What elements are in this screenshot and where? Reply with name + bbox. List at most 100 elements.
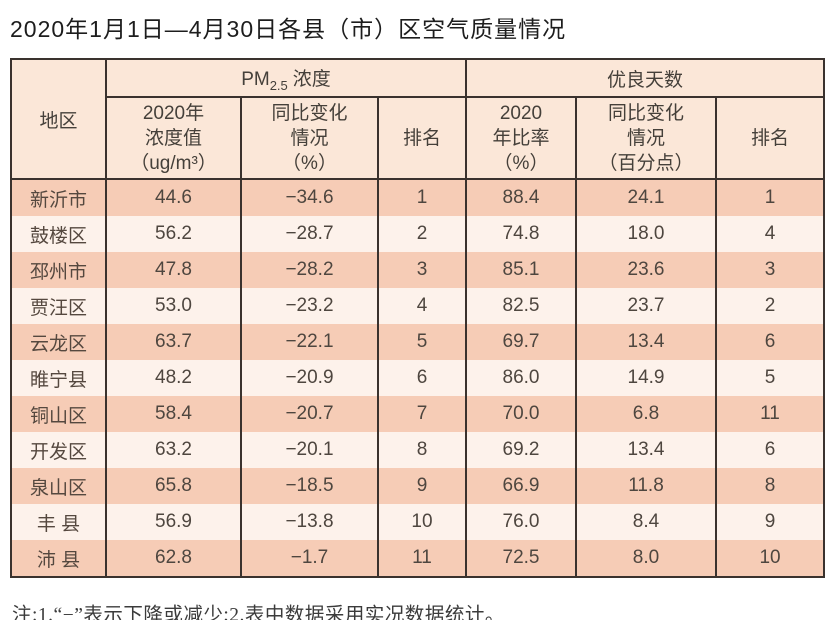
header-good-change: 同比变化 情况 （百分点）: [575, 97, 717, 180]
cell-pm-change: −1.7: [240, 540, 379, 577]
cell-pm-change: −20.1: [240, 432, 379, 468]
cell-good-rank: 5: [714, 360, 825, 396]
table-row: 开发区 63.2 −20.1 8 69.2 13.4 6: [10, 432, 825, 468]
table-row: 新沂市 44.6 −34.6 1 88.4 24.1 1: [10, 179, 825, 216]
cell-pm-rank: 7: [377, 396, 467, 432]
cell-pm-rank: 11: [377, 540, 467, 577]
cell-good-ratio: 86.0: [465, 360, 577, 396]
header-pm25-group: PM2.5 浓度: [105, 59, 467, 98]
cell-region: 丰 县: [10, 504, 107, 540]
cell-region: 开发区: [10, 432, 107, 468]
cell-pm-rank: 1: [377, 179, 467, 216]
cell-pm-value: 63.2: [105, 432, 242, 468]
table-row: 云龙区 63.7 −22.1 5 69.7 13.4 6: [10, 324, 825, 360]
cell-good-change: 13.4: [575, 324, 717, 360]
header-pm-value: 2020年 浓度值 （ug/m³）: [105, 97, 242, 180]
cell-good-rank: 11: [714, 396, 825, 432]
cell-good-rank: 10: [714, 540, 825, 577]
cell-good-rank: 6: [714, 432, 825, 468]
cell-pm-value: 53.0: [105, 288, 242, 324]
cell-pm-value: 58.4: [105, 396, 242, 432]
cell-pm-change: −18.5: [240, 468, 379, 504]
table-row: 泉山区 65.8 −18.5 9 66.9 11.8 8: [10, 468, 825, 504]
header-sub-row: 2020年 浓度值 （ug/m³） 同比变化 情况 （%） 排名 2020 年比…: [11, 97, 825, 180]
cell-region: 铜山区: [10, 396, 107, 432]
cell-good-ratio: 88.4: [465, 179, 577, 216]
cell-pm-change: −20.9: [240, 360, 379, 396]
cell-pm-value: 65.8: [105, 468, 242, 504]
cell-pm-change: −28.2: [240, 252, 379, 288]
cell-good-rank: 2: [714, 288, 825, 324]
header-region: 地区: [10, 59, 107, 180]
cell-pm-value: 62.8: [105, 540, 242, 577]
table-row: 丰 县 56.9 −13.8 10 76.0 8.4 9: [10, 504, 825, 540]
cell-region: 睢宁县: [10, 360, 107, 396]
air-quality-table: 地区 PM2.5 浓度 优良天数 2020年 浓度值 （ug/m³） 同比变化 情…: [10, 58, 825, 578]
cell-good-rank: 6: [714, 324, 825, 360]
table-row: 邳州市 47.8 −28.2 3 85.1 23.6 3: [10, 252, 825, 288]
cell-pm-value: 56.2: [105, 216, 242, 252]
cell-good-change: 24.1: [575, 179, 717, 216]
cell-good-ratio: 76.0: [465, 504, 577, 540]
table-row: 铜山区 58.4 −20.7 7 70.0 6.8 11: [10, 396, 825, 432]
cell-pm-change: −20.7: [240, 396, 379, 432]
cell-pm-rank: 9: [377, 468, 467, 504]
cell-pm-change: −22.1: [240, 324, 379, 360]
cell-pm-change: −13.8: [240, 504, 379, 540]
pm25-label-suffix: 浓度: [292, 68, 331, 90]
cell-region: 新沂市: [10, 179, 107, 216]
table-body: 新沂市 44.6 −34.6 1 88.4 24.1 1 鼓楼区 56.2 −28.7 2 74.8 1…: [10, 179, 825, 577]
cell-good-ratio: 72.5: [465, 540, 577, 577]
cell-pm-value: 48.2: [105, 360, 242, 396]
cell-pm-rank: 8: [377, 432, 467, 468]
cell-good-ratio: 69.2: [465, 432, 577, 468]
cell-region: 沛 县: [10, 540, 107, 577]
page-title: 2020年1月1日—4月30日各县（市）区空气质量情况: [10, 16, 567, 42]
cell-good-ratio: 82.5: [465, 288, 577, 324]
header-good-rank: 排名: [714, 97, 825, 180]
header-good-ratio: 2020 年比率 （%）: [465, 97, 577, 180]
cell-pm-rank: 3: [377, 252, 467, 288]
pm25-label-prefix: PM: [241, 68, 270, 90]
cell-pm-value: 63.7: [105, 324, 242, 360]
cell-good-ratio: 69.7: [465, 324, 577, 360]
cell-good-rank: 8: [714, 468, 825, 504]
cell-good-change: 18.0: [575, 216, 717, 252]
cell-pm-rank: 5: [377, 324, 467, 360]
cell-good-ratio: 74.8: [465, 216, 577, 252]
footnote: 注:1.“−”表示下降或减少;2.表中数据采用实况数据统计。: [12, 605, 505, 620]
cell-region: 鼓楼区: [10, 216, 107, 252]
cell-pm-rank: 10: [377, 504, 467, 540]
cell-good-rank: 3: [714, 252, 825, 288]
cell-good-change: 23.7: [575, 288, 717, 324]
cell-good-change: 8.4: [575, 504, 717, 540]
cell-pm-change: −28.7: [240, 216, 379, 252]
cell-region: 邳州市: [10, 252, 107, 288]
cell-region: 云龙区: [10, 324, 107, 360]
cell-good-change: 11.8: [575, 468, 717, 504]
cell-pm-value: 44.6: [105, 179, 242, 216]
cell-pm-value: 47.8: [105, 252, 242, 288]
cell-region: 泉山区: [10, 468, 107, 504]
cell-pm-change: −23.2: [240, 288, 379, 324]
cell-good-ratio: 85.1: [465, 252, 577, 288]
cell-good-change: 14.9: [575, 360, 717, 396]
table-header: 地区 PM2.5 浓度 优良天数 2020年 浓度值 （ug/m³） 同比变化 情…: [10, 59, 825, 180]
cell-good-ratio: 70.0: [465, 396, 577, 432]
header-pm-change: 同比变化 情况 （%）: [240, 97, 379, 180]
cell-pm-rank: 4: [377, 288, 467, 324]
table-row: 鼓楼区 56.2 −28.7 2 74.8 18.0 4: [10, 216, 825, 252]
cell-region: 贾汪区: [10, 288, 107, 324]
cell-good-change: 8.0: [575, 540, 717, 577]
header-group-row: 地区 PM2.5 浓度 优良天数: [10, 59, 825, 180]
cell-good-rank: 9: [714, 504, 825, 540]
cell-pm-rank: 6: [377, 360, 467, 396]
table-row: 贾汪区 53.0 −23.2 4 82.5 23.7 2: [10, 288, 825, 324]
header-good-days-group: 优良天数: [464, 59, 825, 98]
cell-good-change: 6.8: [575, 396, 717, 432]
cell-good-change: 13.4: [575, 432, 717, 468]
table-row: 沛 县 62.8 −1.7 11 72.5 8.0 10: [10, 540, 825, 577]
cell-pm-value: 56.9: [105, 504, 242, 540]
cell-good-rank: 4: [714, 216, 825, 252]
